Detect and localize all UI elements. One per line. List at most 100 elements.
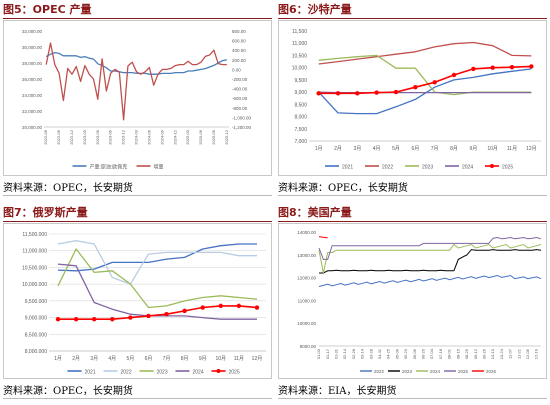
legend-label: 2025: [502, 165, 513, 171]
x-tick-label: 10月: [487, 146, 498, 152]
y2-tick-label: -800.00: [232, 106, 248, 111]
x-tick-label: 8月: [450, 146, 458, 152]
x-tick-label: 7月: [163, 356, 171, 362]
x-tick-label: 2025-09: [211, 129, 216, 144]
panel-us: 图8：美国产量 14000.00 13000.00 12000.00 11000.00…: [278, 206, 547, 404]
y-tick-label: 8,500.000: [25, 332, 47, 338]
y-tick-label: 9,000.000: [25, 316, 47, 322]
data-point: [128, 315, 133, 320]
legend-label: 2024: [462, 165, 473, 171]
chart-frame: 11,500.000 11,000.000 10,500.000 10,000.000…: [3, 223, 272, 379]
y-tick-label: 7,500: [294, 127, 307, 133]
data-point: [393, 89, 399, 95]
series-line-2021: [318, 68, 532, 115]
y-tick-label: 20,000.00: [22, 125, 43, 130]
y-tick-label: 9,500.000: [25, 299, 47, 305]
panel-title: 图5：OPEC 产量: [3, 3, 272, 19]
y-tick-label: 8,000.000: [25, 349, 47, 355]
y2-tick-label: 600.00: [232, 39, 246, 44]
x-tick-label: 2024-12: [172, 129, 177, 144]
x-tick-label: 3月: [353, 146, 361, 152]
y-tick-label: 9,500: [294, 78, 307, 84]
series-line-2025: [58, 305, 258, 320]
legend-marker: [216, 369, 221, 373]
y-tick-label: 8,500: [294, 102, 307, 108]
y-tick-label: 11000.00: [298, 298, 317, 303]
x-tick-label: 09-12: [473, 348, 478, 359]
data-point: [92, 317, 97, 322]
x-tick-label: 06-06: [412, 348, 417, 359]
series-line-2022: [57, 240, 257, 285]
y-tick-label: 30,000.00: [22, 45, 43, 50]
x-tick-label: 2024-06: [146, 129, 151, 144]
y-tick-label: 24,000.00: [22, 93, 43, 98]
x-tick-label: 2022-12: [69, 129, 74, 144]
x-tick-label: 6月: [411, 146, 419, 152]
legend-label: 增量: [154, 164, 164, 171]
series-line-2025: [318, 65, 532, 95]
series-line-2023: [319, 249, 542, 274]
series-line-2022: [318, 41, 532, 65]
y-tick-label: 9,000: [294, 90, 307, 96]
chart-frame: 32,000.00 30,000.00 28,000.00 26,000.00 24,0…: [3, 20, 272, 176]
x-tick-label: 01-03: [316, 348, 321, 359]
data-point: [146, 313, 151, 319]
legend-label: 2021: [342, 165, 353, 171]
x-tick-label: 2023-12: [121, 129, 126, 144]
data-point: [200, 305, 205, 310]
data-point: [451, 72, 457, 78]
x-tick-label: 4月: [108, 356, 116, 362]
x-tick-label: 10月: [216, 356, 227, 362]
data-point: [73, 317, 79, 322]
legend-label: 2024: [193, 370, 204, 376]
chart-frame: 14000.00 13000.00 12000.00 11000.00 10000.00…: [278, 223, 547, 379]
y-tick-label: 9000.00: [300, 344, 317, 349]
x-tick-label: 11月: [507, 146, 517, 152]
y-tick-label: 10000.00: [297, 321, 316, 326]
series-line-2023: [57, 248, 258, 309]
y2-tick-label: -1,000.00: [232, 115, 252, 120]
data-point: [254, 305, 260, 310]
y-tick-label: 11,000: [292, 41, 307, 47]
series-line-2026: [318, 236, 328, 239]
legend-label: 2025: [458, 369, 469, 374]
x-tick-label: 08-29: [464, 348, 469, 359]
source-note: 资料来源：OPEC，长安期货: [3, 183, 133, 194]
x-tick-label: 02-14: [342, 348, 347, 359]
x-tick-label: 2月: [72, 356, 80, 362]
y2-tick-label: 200.00: [232, 58, 246, 63]
legend-label: 2024: [430, 369, 441, 374]
panel-title: 图6：沙特产量: [278, 3, 547, 19]
x-tick-label: 11-21: [516, 348, 521, 359]
x-tick-label: 08-01: [447, 348, 452, 359]
series-line-产量:原油:欧佩克: [45, 51, 227, 75]
divider: [3, 398, 272, 399]
x-tick-label: 2025-06: [198, 129, 203, 144]
series-line-2024: [57, 263, 257, 320]
panel-russia: 图7：俄罗斯产量 11,500.000 11,000.000 10,500.000 1…: [3, 206, 272, 404]
x-tick-label: 07-04: [429, 348, 434, 359]
series-line-2021: [57, 243, 257, 272]
legend-label: 产量:原油:欧佩克: [90, 164, 128, 171]
x-tick-label: 2025-12: [224, 129, 229, 144]
divider: [278, 398, 547, 399]
y-tick-label: 10,000: [292, 66, 308, 72]
x-tick-label: 2024-03: [134, 129, 139, 144]
panel-title: 图8：美国产量: [278, 206, 547, 222]
source-note: 资料来源：OPEC，长安期货: [278, 183, 408, 194]
data-point: [164, 312, 169, 317]
x-tick-label: 6月: [145, 356, 153, 362]
panel-opec: 图5：OPEC 产量 32,000.00 30,000.00 28,000.00 26…: [3, 3, 272, 201]
x-tick-label: 2025-03: [185, 129, 190, 144]
y2-tick-label: 800.00: [232, 29, 246, 34]
opec-production-chart: 32,000.00 30,000.00 28,000.00 26,000.00 24,0…: [22, 29, 252, 171]
series-line-2023: [318, 54, 532, 96]
series-line-2024: [318, 243, 542, 274]
legend-label: 2025: [229, 370, 240, 376]
x-tick-label: 2023-03: [82, 129, 87, 144]
x-tick-label: 8月: [181, 356, 189, 362]
x-tick-label: 01-17: [325, 348, 330, 359]
x-tick-label: 3月: [90, 356, 98, 362]
x-tick-label: 05-09: [394, 348, 399, 359]
x-tick-label: 2023-06: [95, 129, 100, 144]
